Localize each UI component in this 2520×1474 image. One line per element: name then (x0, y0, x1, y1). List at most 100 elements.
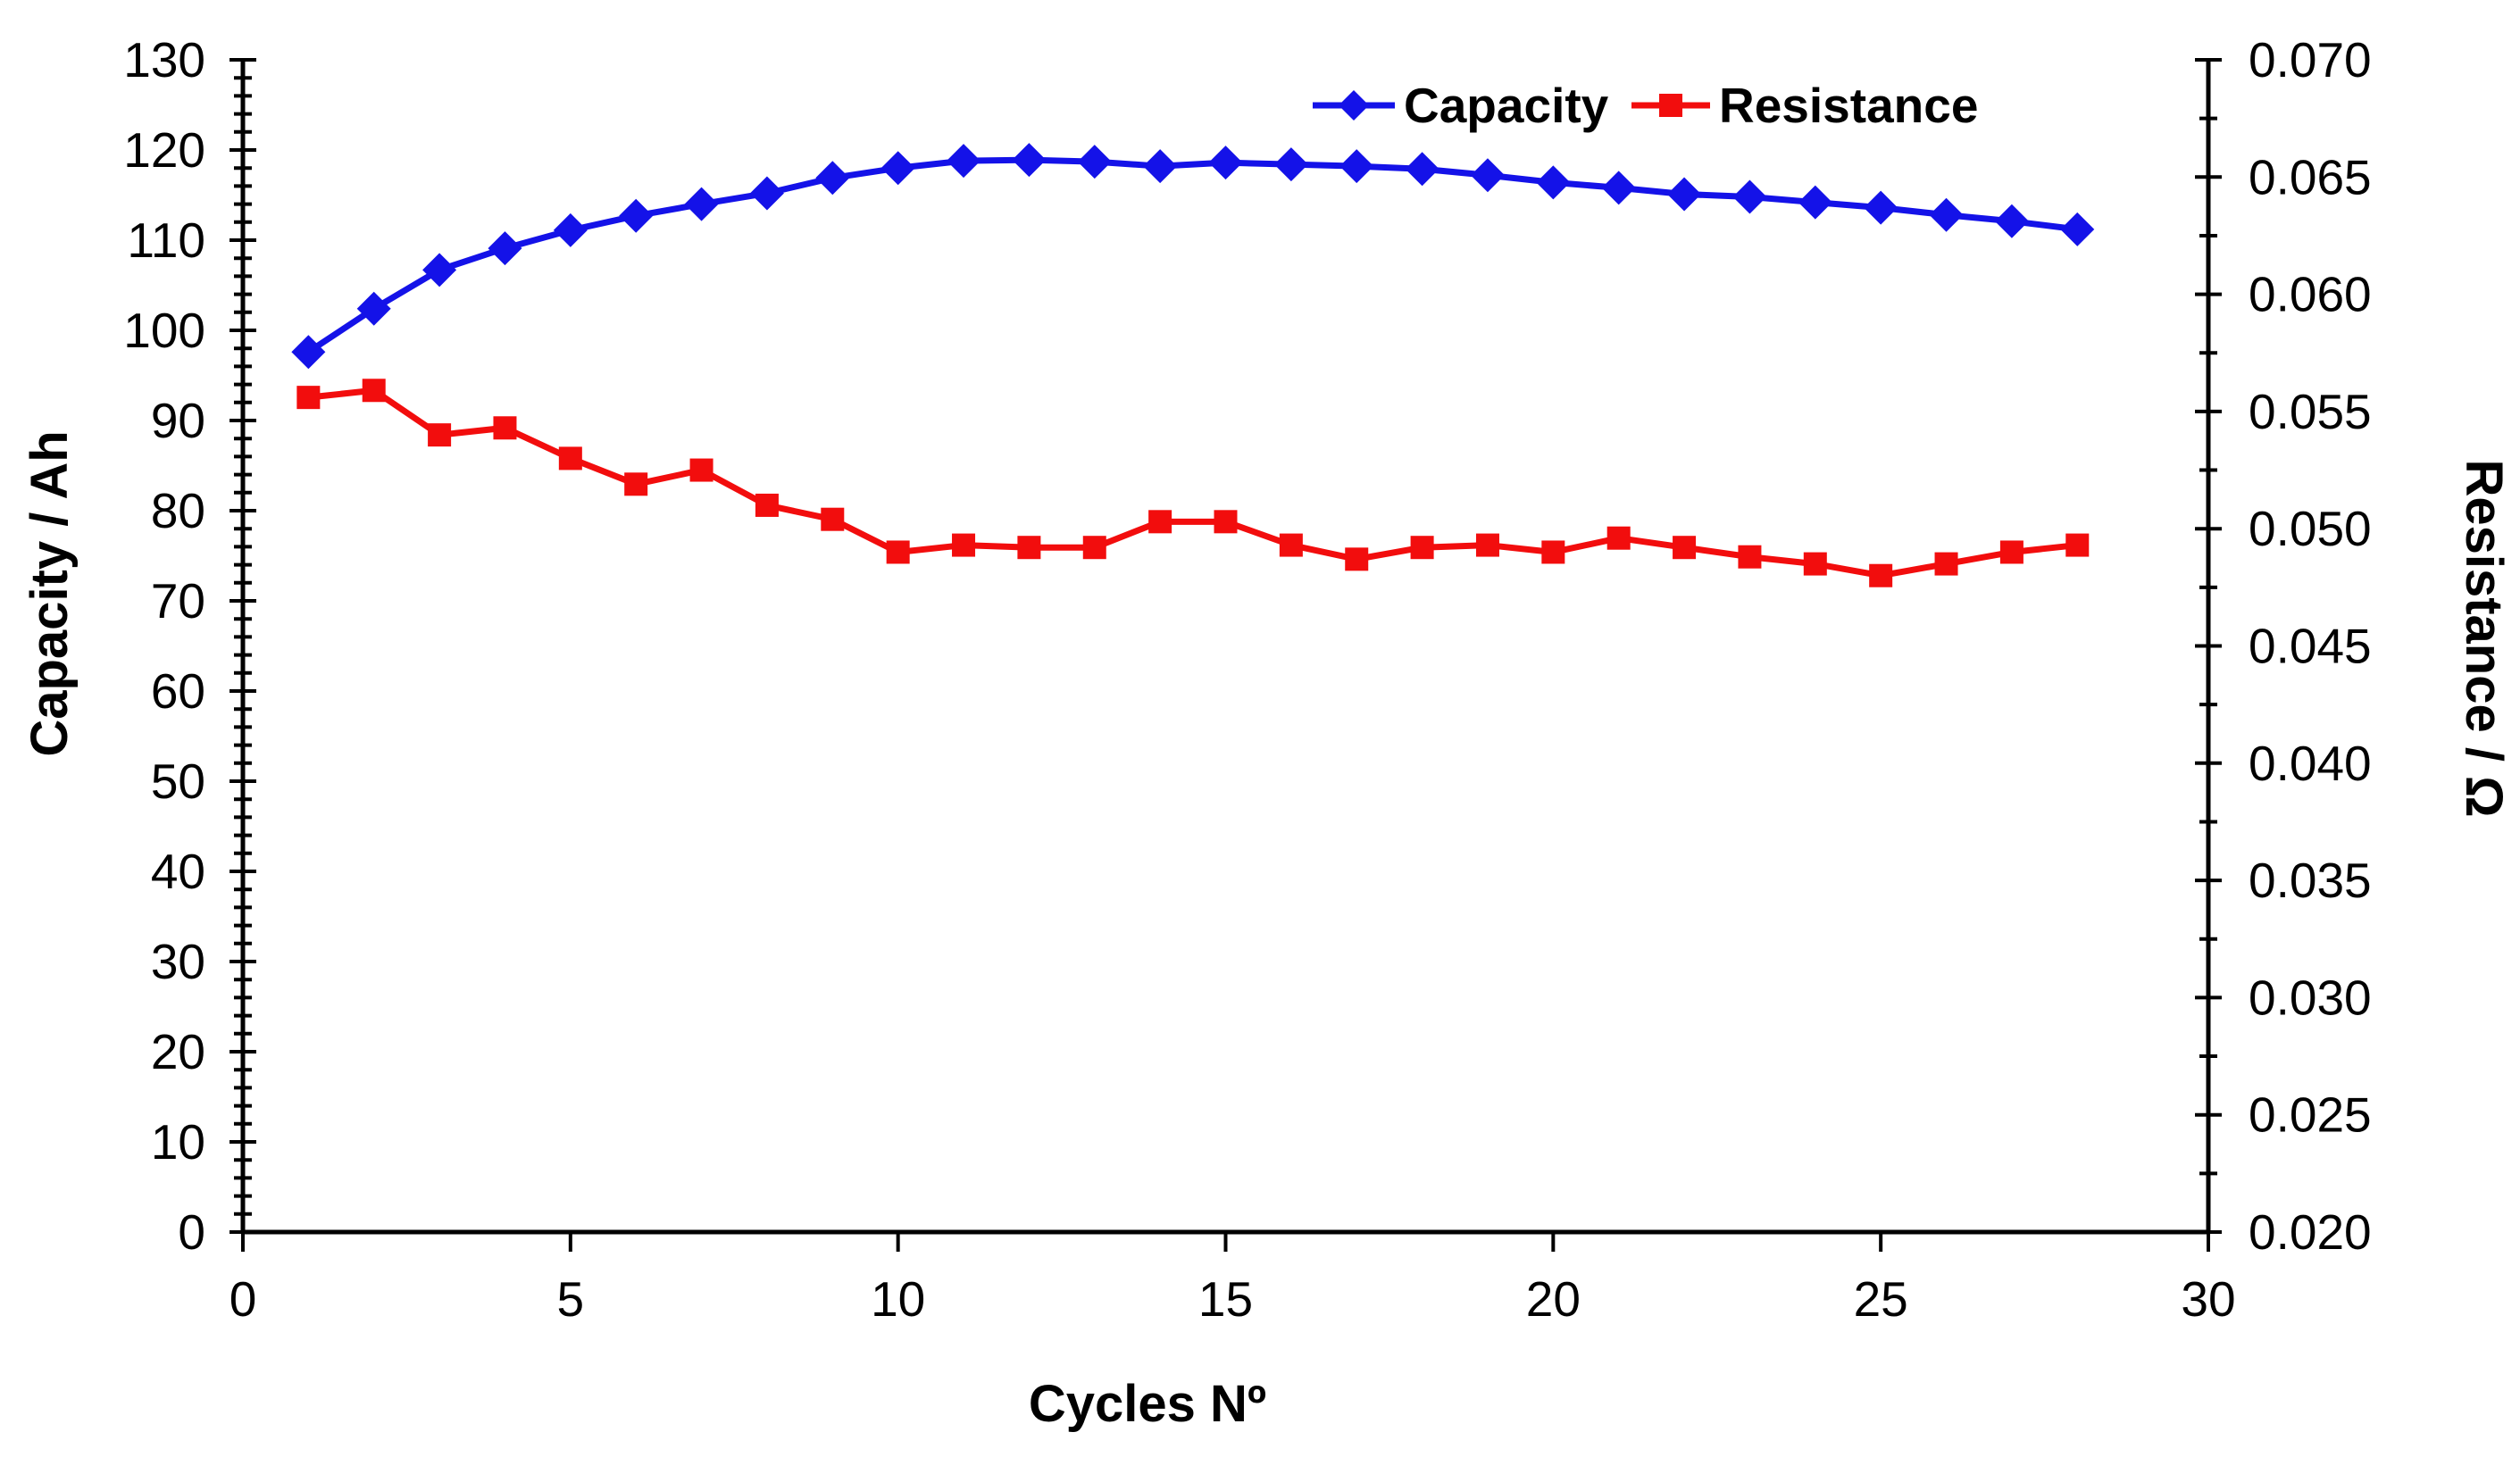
resistance-point-marker (296, 386, 321, 410)
capacity-point-marker (1732, 179, 1767, 214)
resistance-point-marker (1410, 536, 1434, 560)
left-axis-tick-label: 90 (151, 393, 205, 448)
right-axis-tick-label: 0.045 (2249, 619, 2372, 674)
x-axis-tick-label: 5 (557, 1271, 585, 1327)
resistance-point-marker (755, 493, 779, 517)
resistance-point-marker (952, 533, 976, 557)
capacity-point-marker (947, 144, 981, 179)
left-axis-tick-label: 100 (123, 303, 205, 358)
capacity-point-marker (1470, 158, 1505, 193)
resistance-point-marker (1541, 540, 1565, 564)
resistance-point-marker (2065, 533, 2090, 557)
resistance-point-marker (1673, 536, 1697, 560)
resistance-point-marker (1345, 547, 1369, 571)
right-axis-tick-label: 0.020 (2249, 1204, 2372, 1260)
right-axis-tick-label: 0.050 (2249, 501, 2372, 556)
resistance-point-marker (886, 540, 910, 564)
legend: Capacity Resistance (1313, 78, 1978, 133)
resistance-point-marker (1606, 526, 1631, 550)
right-axis-tick-label: 0.040 (2249, 736, 2372, 791)
capacity-point-marker (1208, 146, 1243, 180)
capacity-point-marker (1798, 185, 1832, 220)
resistance-point-marker (624, 472, 648, 496)
capacity-point-marker (1273, 147, 1308, 182)
capacity-point-marker (422, 253, 457, 287)
capacity-point-marker (684, 187, 719, 221)
resistance-point-marker (558, 446, 582, 471)
left-axis-tick-label: 110 (127, 212, 205, 268)
left-axis-tick-label: 80 (151, 483, 205, 538)
left-axis-tick-label: 40 (151, 844, 205, 899)
resistance-point-marker (1934, 552, 1958, 576)
resistance-series (296, 379, 2090, 587)
left-axis-tick-label: 60 (151, 663, 205, 719)
capacity-line (305, 156, 2081, 355)
left-axis-tick-label: 130 (123, 32, 205, 87)
right-axis-tick-label: 0.035 (2249, 853, 2372, 908)
right-axis-tick-label: 0.055 (2249, 384, 2372, 439)
resistance-point-marker (1999, 540, 2024, 564)
capacity-point-marker (553, 212, 588, 247)
capacity-point-marker (1994, 204, 2029, 238)
resistance-point-marker (1738, 545, 1762, 569)
left-axis-tick-label: 0 (178, 1204, 205, 1260)
capacity-point-marker (1339, 149, 1374, 184)
right-axis-tick-label: 0.065 (2249, 149, 2372, 204)
resistance-point-marker (1279, 533, 1303, 557)
resistance-point-marker (493, 416, 517, 440)
capacity-point-marker (1667, 177, 1702, 212)
capacity-point-marker (880, 151, 915, 186)
x-axis-tick-label: 30 (2181, 1271, 2235, 1327)
capacity-point-marker (1601, 171, 1636, 205)
capacity-point-marker (1405, 152, 1439, 187)
capacity-point-marker (1077, 145, 1112, 179)
capacity-series (291, 143, 2095, 370)
capacity-point-marker (619, 198, 654, 233)
right-axis-tick-label: 0.070 (2249, 32, 2372, 87)
capacity-point-marker (1864, 190, 1898, 225)
resistance-point-marker (362, 379, 386, 403)
capacity-legend-diamond-icon (1339, 90, 1369, 121)
resistance-legend-marker (1631, 94, 1710, 117)
capacity-point-marker (1929, 197, 1964, 232)
resistance-point-marker (1214, 510, 1238, 534)
left-axis-tick-label: 70 (151, 573, 205, 629)
x-axis-title: Cycles Nº (1029, 1375, 1266, 1433)
resistance-line (305, 387, 2081, 579)
capacity-legend-marker (1313, 90, 1395, 121)
right-axis-tick-label: 0.060 (2249, 267, 2372, 322)
left-axis-tick-label: 120 (123, 122, 205, 178)
left-axis-tick-label: 10 (151, 1114, 205, 1170)
x-axis-tick-label: 0 (229, 1271, 257, 1327)
resistance-legend-label: Resistance (1719, 78, 1978, 133)
resistance-point-marker (1017, 536, 1041, 560)
right-y-axis-title: Resistance / Ω (2455, 459, 2513, 817)
left-axis-tick-label: 50 (151, 754, 205, 809)
resistance-point-marker (1148, 510, 1172, 534)
resistance-point-marker (428, 423, 452, 447)
x-axis-tick-label: 25 (1854, 1271, 1908, 1327)
right-axis-tick-label: 0.025 (2249, 1087, 2372, 1143)
capacity-point-marker (815, 161, 850, 196)
capacity-point-marker (1536, 165, 1571, 200)
resistance-point-marker (1475, 533, 1499, 557)
capacity-point-marker (1012, 143, 1047, 178)
capacity-point-marker (1143, 149, 1178, 184)
x-axis-tick-label: 20 (1526, 1271, 1581, 1327)
resistance-point-marker (1869, 563, 1893, 587)
capacity-point-marker (488, 231, 522, 266)
left-y-axis-title: Capacity / Ah (21, 430, 79, 756)
resistance-point-marker (1082, 536, 1106, 560)
right-axis-tick-label: 0.030 (2249, 970, 2372, 1025)
resistance-point-marker (689, 458, 713, 482)
capacity-point-marker (356, 291, 391, 326)
capacity-point-marker (291, 335, 326, 370)
resistance-point-marker (821, 507, 845, 531)
capacity-point-marker (749, 176, 784, 211)
x-axis-tick-label: 15 (1198, 1271, 1253, 1327)
capacity-point-marker (2060, 212, 2095, 246)
plot-series (291, 143, 2095, 587)
left-axis-tick-label: 30 (151, 934, 205, 989)
